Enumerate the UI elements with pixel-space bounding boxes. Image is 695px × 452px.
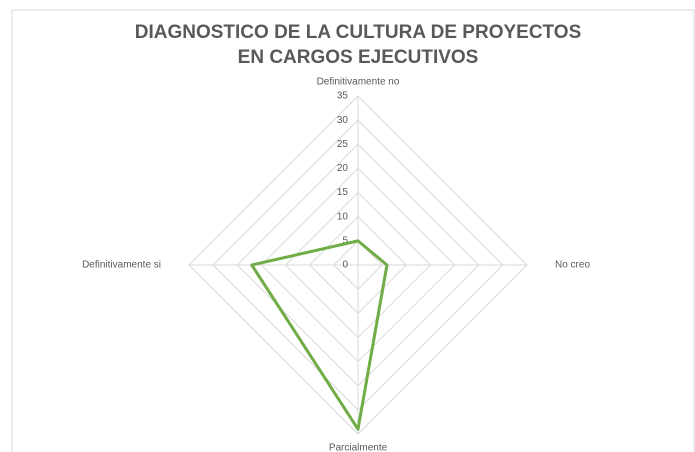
chart-border <box>11 9 695 452</box>
series-line <box>250 239 389 431</box>
r-tick-label: 10 <box>337 211 349 222</box>
category-label: Definitivamente no <box>317 77 400 88</box>
r-tick-label: 5 <box>342 235 348 246</box>
r-tick-label: 20 <box>337 163 349 174</box>
chart-title: EN CARGOS EJECUTIVOS <box>238 47 479 68</box>
r-tick-label: 30 <box>337 115 349 126</box>
chart-title: DIAGNOSTICO DE LA CULTURA DE PROYECTOS <box>135 22 582 43</box>
category-label: Parcialmente <box>329 443 388 452</box>
r-tick-label: 25 <box>337 139 349 150</box>
r-tick-label: 0 <box>342 260 348 271</box>
category-label: Definitivamente si <box>82 260 161 271</box>
r-tick-label: 35 <box>337 91 349 102</box>
r-tick-label: 15 <box>337 187 349 198</box>
category-label: No creo <box>555 260 590 271</box>
